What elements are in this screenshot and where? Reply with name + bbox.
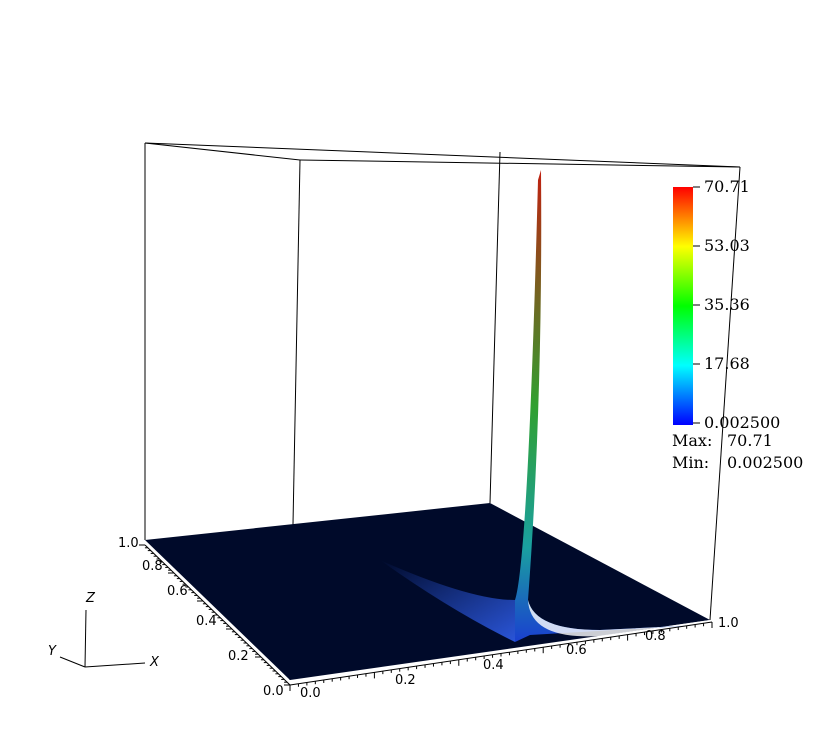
x-tick-label: 0.2 (395, 673, 416, 688)
min-label: Min: (672, 453, 709, 472)
x-tick-label: 0.4 (483, 658, 504, 673)
triad-label: X (149, 655, 160, 670)
x-tick-label: 0.8 (645, 629, 666, 644)
bounding-box (144, 142, 741, 681)
x-tick-label: 0.0 (300, 686, 321, 701)
colorbar-label: 53.03 (704, 236, 750, 255)
surface-edge (528, 600, 710, 637)
triad-label: Z (85, 591, 96, 606)
y-tick-label: 0.2 (228, 649, 249, 664)
min-value: 0.002500 (727, 453, 803, 472)
y-tick-label: 1.0 (118, 536, 139, 551)
colorbar (673, 187, 693, 425)
y-tick-label: 0.4 (196, 614, 217, 629)
max-label: Max: (672, 431, 712, 450)
y-tick-label: 0.0 (263, 684, 284, 699)
colorbar-label: 17.68 (704, 354, 750, 373)
y-tick-label: 0.8 (142, 559, 163, 574)
x-tick-label: 0.6 (566, 643, 587, 658)
y-tick-label: 0.6 (167, 584, 188, 599)
colorbar-label: 70.71 (704, 177, 750, 196)
surface-wedge (380, 560, 515, 642)
colorbar-label: 35.36 (704, 295, 750, 314)
triad-label: Y (48, 644, 57, 659)
x-tick-label: 1.0 (718, 616, 739, 631)
max-value: 70.71 (727, 431, 773, 450)
triad (59, 609, 146, 668)
colorbar-label: 0.002500 (704, 413, 780, 432)
